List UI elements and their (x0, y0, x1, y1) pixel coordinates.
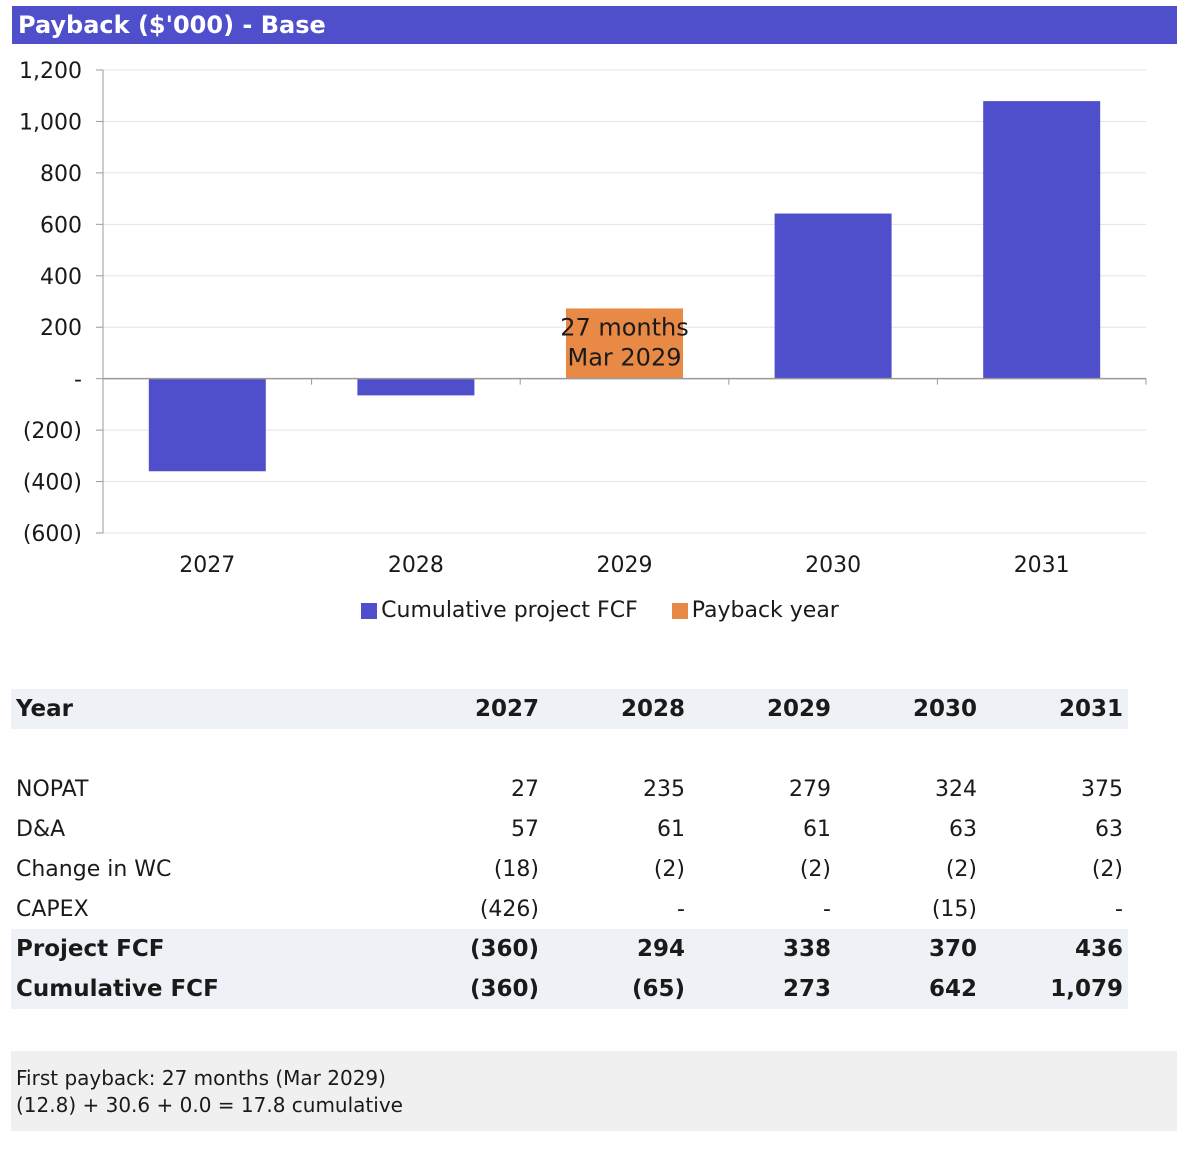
chart-legend: Cumulative project FCF Payback year (0, 598, 1200, 623)
cell: - (677, 896, 685, 922)
header-year: 2029 (690, 689, 836, 729)
note-line-1: First payback: 27 months (Mar 2029) (16, 1066, 386, 1090)
cell: 338 (690, 929, 836, 969)
y-tick-label: 400 (40, 265, 82, 290)
x-tick-label: 2030 (805, 553, 861, 578)
cell: 63 (949, 816, 977, 842)
x-tick-label: 2029 (597, 553, 653, 578)
row-label: Project FCF (11, 929, 398, 969)
legend-item-cumulative: Cumulative project FCF (361, 598, 638, 623)
table-header-row: Year 2027 2028 2029 2030 2031 (11, 689, 1128, 729)
x-tick-label: 2031 (1014, 553, 1070, 578)
cell: (360) (398, 969, 544, 1009)
cell: 235 (643, 776, 685, 802)
cell: 61 (803, 816, 831, 842)
cell: 61 (657, 816, 685, 842)
y-tick-label: 1,200 (19, 59, 82, 84)
payback-note: First payback: 27 months (Mar 2029) (12.… (11, 1051, 1177, 1131)
y-tick-label: 1,000 (19, 110, 82, 135)
legend-label-cumulative: Cumulative project FCF (381, 598, 638, 623)
row-label: Cumulative FCF (11, 969, 398, 1009)
table-row-change-wc: Change in WC (18) (2) (2) (2) (2) (11, 849, 1128, 889)
row-label: NOPAT (16, 776, 89, 802)
cell: (426) (479, 896, 539, 922)
cell: (65) (544, 969, 690, 1009)
legend-swatch-cumulative (361, 602, 378, 619)
y-tick-label: (200) (23, 419, 82, 444)
bar-cumulative-fcf (357, 378, 475, 396)
cell: 370 (836, 929, 982, 969)
bar-cumulative-fcf (774, 213, 892, 379)
cell: 642 (836, 969, 982, 1009)
y-tick-label: (400) (23, 471, 82, 496)
cell: (2) (1091, 856, 1123, 882)
cell: 279 (789, 776, 831, 802)
cell: - (1115, 896, 1123, 922)
header-year: 2027 (398, 689, 544, 729)
payback-annotation-label: Mar 2029 (568, 344, 682, 372)
legend-item-payback: Payback year (671, 598, 839, 623)
row-label: Change in WC (16, 856, 172, 882)
row-label: D&A (16, 816, 66, 842)
cell: 57 (511, 816, 539, 842)
cell: (2) (653, 856, 685, 882)
x-tick-label: 2027 (179, 553, 235, 578)
note-line-2: (12.8) + 30.6 + 0.0 = 17.8 cumulative (16, 1093, 403, 1117)
x-tick-label: 2028 (388, 553, 444, 578)
bar-cumulative-fcf (148, 378, 266, 472)
table-spacer-row (11, 729, 1128, 769)
cell: 63 (1095, 816, 1123, 842)
cell: - (823, 896, 831, 922)
header-year: 2031 (982, 689, 1128, 729)
cell: 273 (690, 969, 836, 1009)
y-tick-label: - (74, 368, 82, 393)
fcf-table: Year 2027 2028 2029 2030 2031 NOPAT 27 2… (11, 689, 1128, 1009)
y-tick-label: 200 (40, 316, 82, 341)
y-tick-label: 600 (40, 213, 82, 238)
header-year: 2028 (544, 689, 690, 729)
legend-swatch-payback (671, 602, 688, 619)
header-year: 2030 (836, 689, 982, 729)
cell: 324 (935, 776, 977, 802)
cell: (2) (799, 856, 831, 882)
payback-chart: 1,200 1,000 800 600 400 200 - (200) (400) (600) 20… (19, 59, 1147, 578)
header-label: Year (11, 689, 398, 729)
y-tick-label: (600) (23, 522, 82, 547)
y-tick-label: 800 (40, 162, 82, 187)
cell: (360) (398, 929, 544, 969)
cell: (18) (493, 856, 539, 882)
bar-payback-year (566, 308, 683, 379)
cell: 436 (982, 929, 1128, 969)
row-label: CAPEX (16, 896, 89, 922)
cell: (15) (931, 896, 977, 922)
bar-cumulative-fcf (983, 101, 1101, 379)
table-row-nopat: NOPAT 27 235 279 324 375 (11, 769, 1128, 809)
payback-annotation-label: 27 months (560, 314, 689, 342)
cell: 1,079 (982, 969, 1128, 1009)
chart-title: Payback ($'000) - Base (12, 6, 1177, 44)
cell: (2) (945, 856, 977, 882)
cell: 375 (1081, 776, 1123, 802)
cell: 294 (544, 929, 690, 969)
cell: 27 (511, 776, 539, 802)
table-row-cumulative-fcf: Cumulative FCF (360) (65) 273 642 1,079 (11, 969, 1128, 1009)
legend-label-payback: Payback year (691, 598, 839, 623)
table-row-capex: CAPEX (426) - - (15) - (11, 889, 1128, 929)
table-row-da: D&A 57 61 61 63 63 (11, 809, 1128, 849)
table-row-project-fcf: Project FCF (360) 294 338 370 436 (11, 929, 1128, 969)
